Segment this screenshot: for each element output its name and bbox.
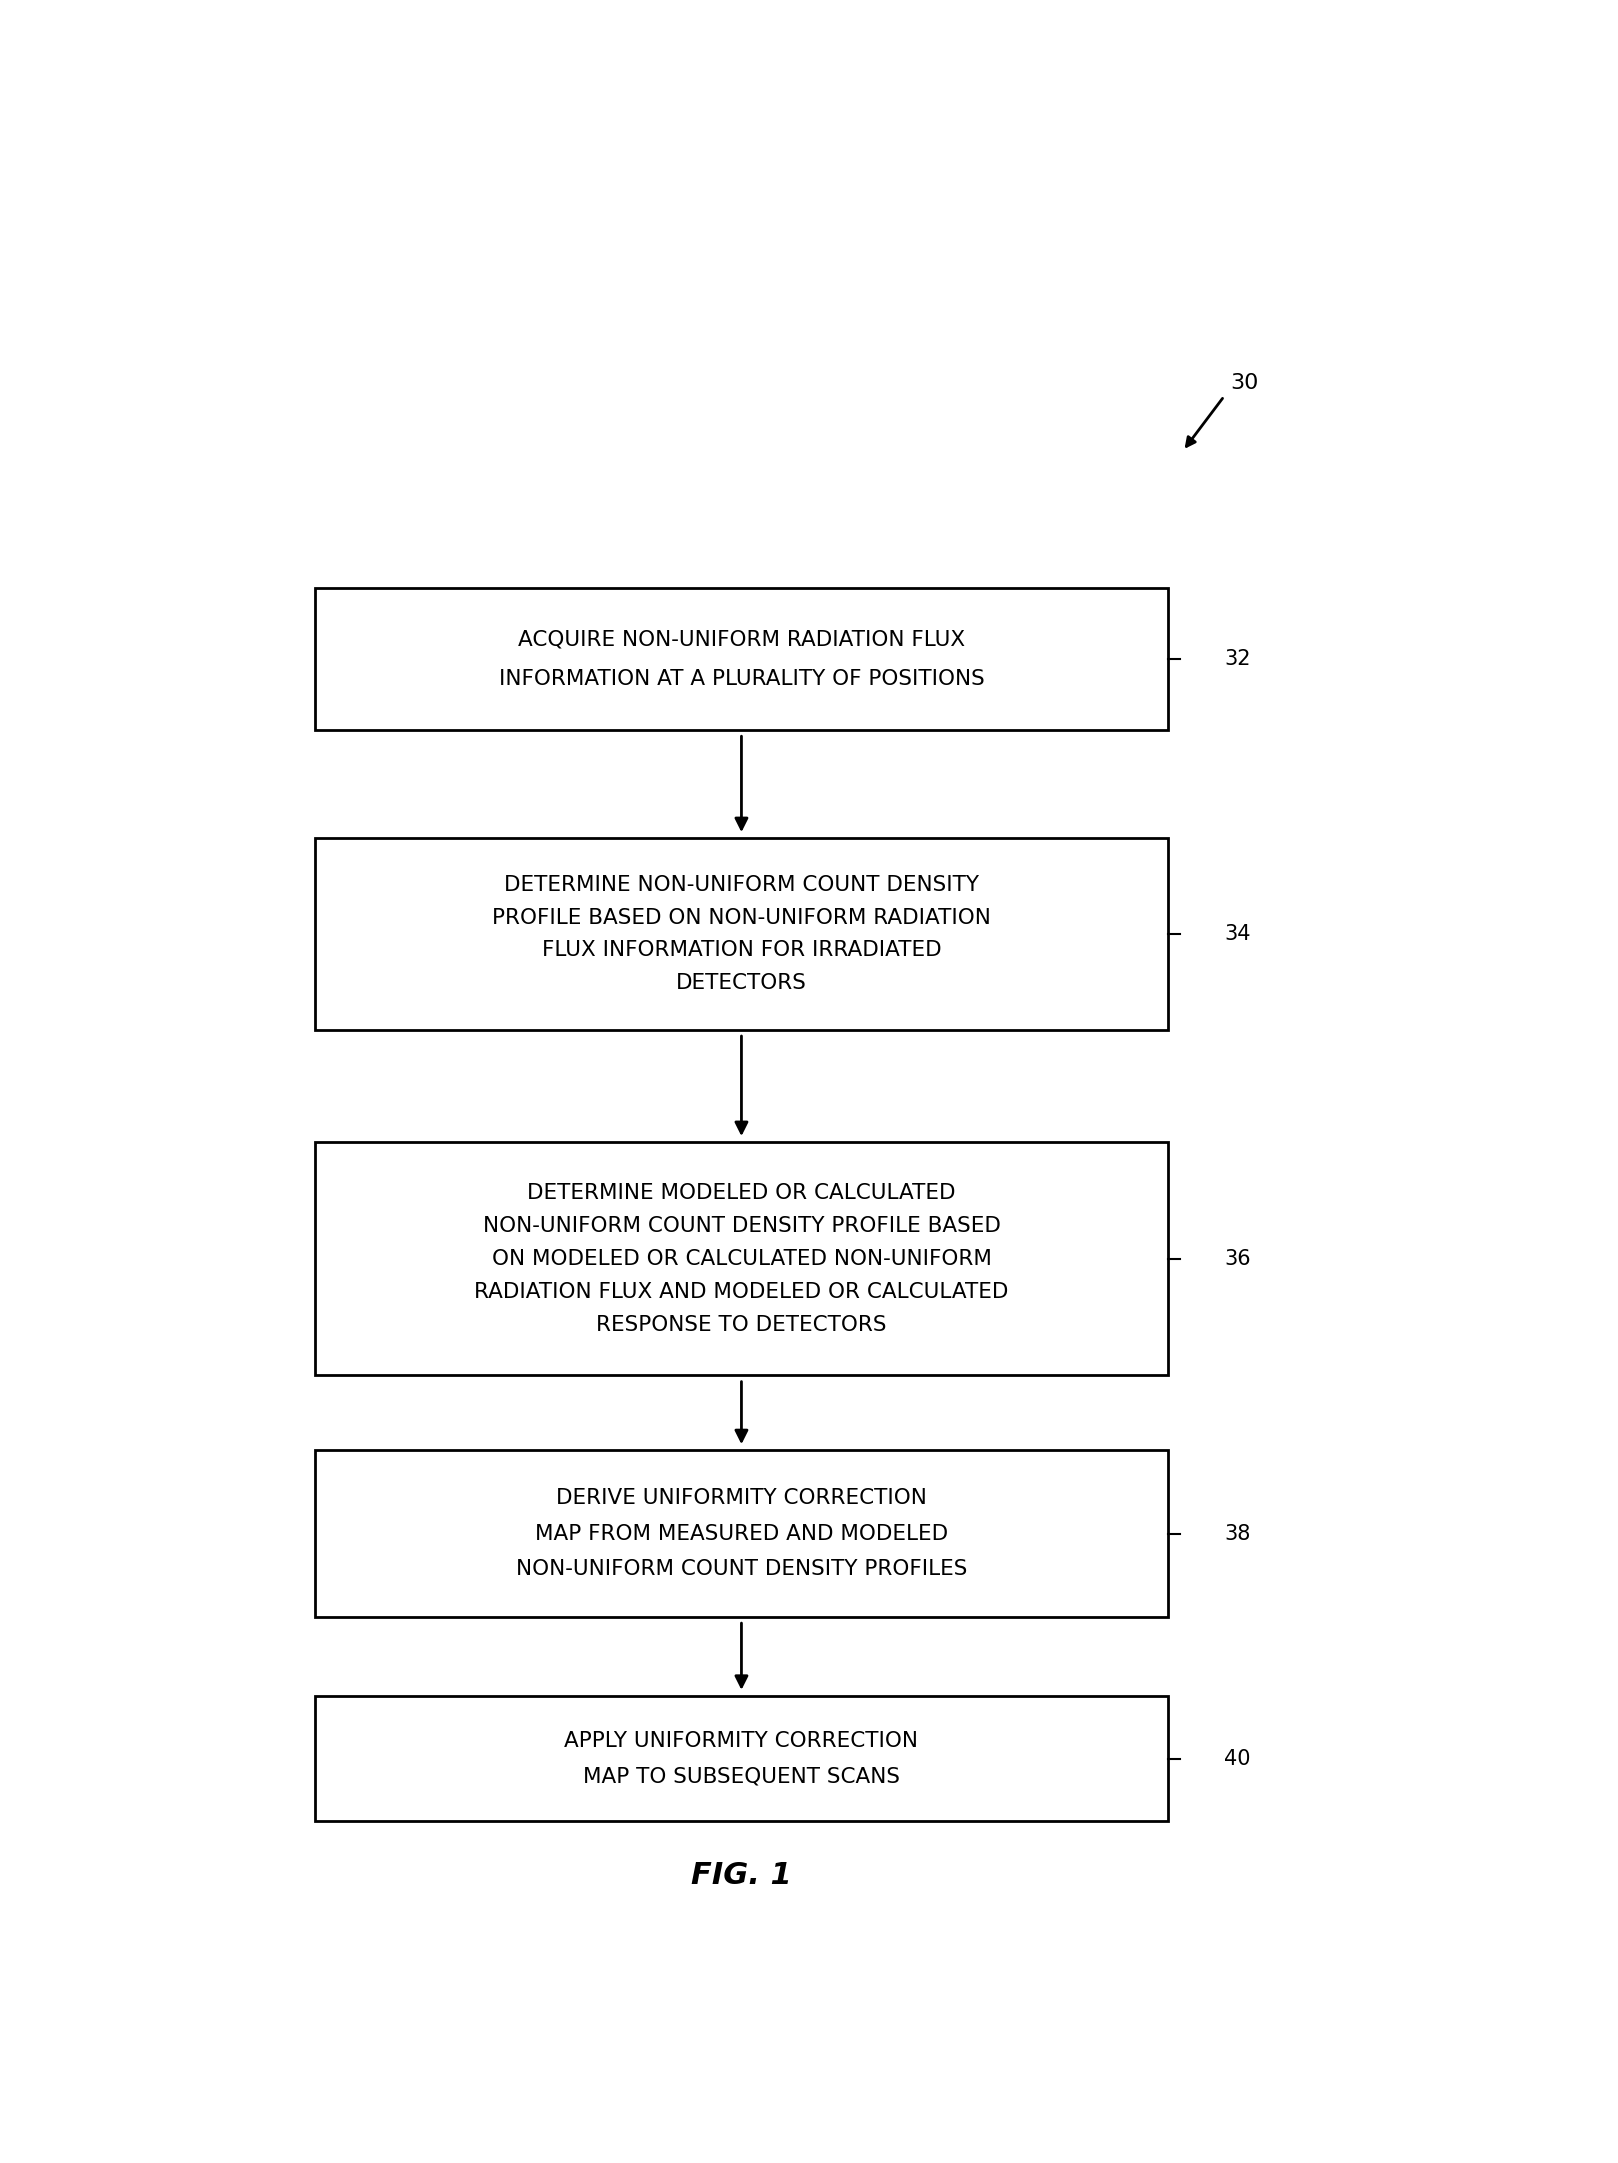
Bar [316, 1696, 1168, 1821]
Text: DETERMINE NON-UNIFORM COUNT DENSITY: DETERMINE NON-UNIFORM COUNT DENSITY [503, 876, 979, 895]
Text: DERIVE UNIFORMITY CORRECTION: DERIVE UNIFORMITY CORRECTION [557, 1488, 927, 1508]
Bar [316, 588, 1168, 731]
Text: 36: 36 [1225, 1248, 1251, 1270]
Text: 38: 38 [1225, 1523, 1251, 1544]
Text: MAP TO SUBSEQUENT SCANS: MAP TO SUBSEQUENT SCANS [582, 1767, 900, 1787]
Text: RESPONSE TO DETECTORS: RESPONSE TO DETECTORS [595, 1315, 887, 1335]
Text: DETERMINE MODELED OR CALCULATED: DETERMINE MODELED OR CALCULATED [527, 1183, 956, 1203]
Text: NON-UNIFORM COUNT DENSITY PROFILES: NON-UNIFORM COUNT DENSITY PROFILES [516, 1560, 968, 1579]
Bar [316, 839, 1168, 1030]
Text: FIG. 1: FIG. 1 [691, 1860, 791, 1890]
Text: 30: 30 [1230, 372, 1259, 394]
Text: INFORMATION AT A PLURALITY OF POSITIONS: INFORMATION AT A PLURALITY OF POSITIONS [498, 668, 984, 690]
Text: APPLY UNIFORMITY CORRECTION: APPLY UNIFORMITY CORRECTION [565, 1730, 919, 1750]
Bar [316, 1142, 1168, 1376]
Text: 34: 34 [1225, 924, 1251, 943]
Text: DETECTORS: DETECTORS [676, 973, 807, 993]
Text: 40: 40 [1225, 1748, 1251, 1769]
Text: FLUX INFORMATION FOR IRRADIATED: FLUX INFORMATION FOR IRRADIATED [542, 941, 942, 960]
Text: MAP FROM MEASURED AND MODELED: MAP FROM MEASURED AND MODELED [536, 1523, 948, 1544]
Text: RADIATION FLUX AND MODELED OR CALCULATED: RADIATION FLUX AND MODELED OR CALCULATED [474, 1283, 1008, 1302]
Text: PROFILE BASED ON NON-UNIFORM RADIATION: PROFILE BASED ON NON-UNIFORM RADIATION [492, 908, 990, 928]
Text: NON-UNIFORM COUNT DENSITY PROFILE BASED: NON-UNIFORM COUNT DENSITY PROFILE BASED [482, 1216, 1000, 1235]
Text: ON MODELED OR CALCULATED NON-UNIFORM: ON MODELED OR CALCULATED NON-UNIFORM [492, 1248, 992, 1270]
Text: 32: 32 [1225, 649, 1251, 668]
Text: ACQUIRE NON-UNIFORM RADIATION FLUX: ACQUIRE NON-UNIFORM RADIATION FLUX [518, 629, 964, 649]
Bar [316, 1451, 1168, 1618]
